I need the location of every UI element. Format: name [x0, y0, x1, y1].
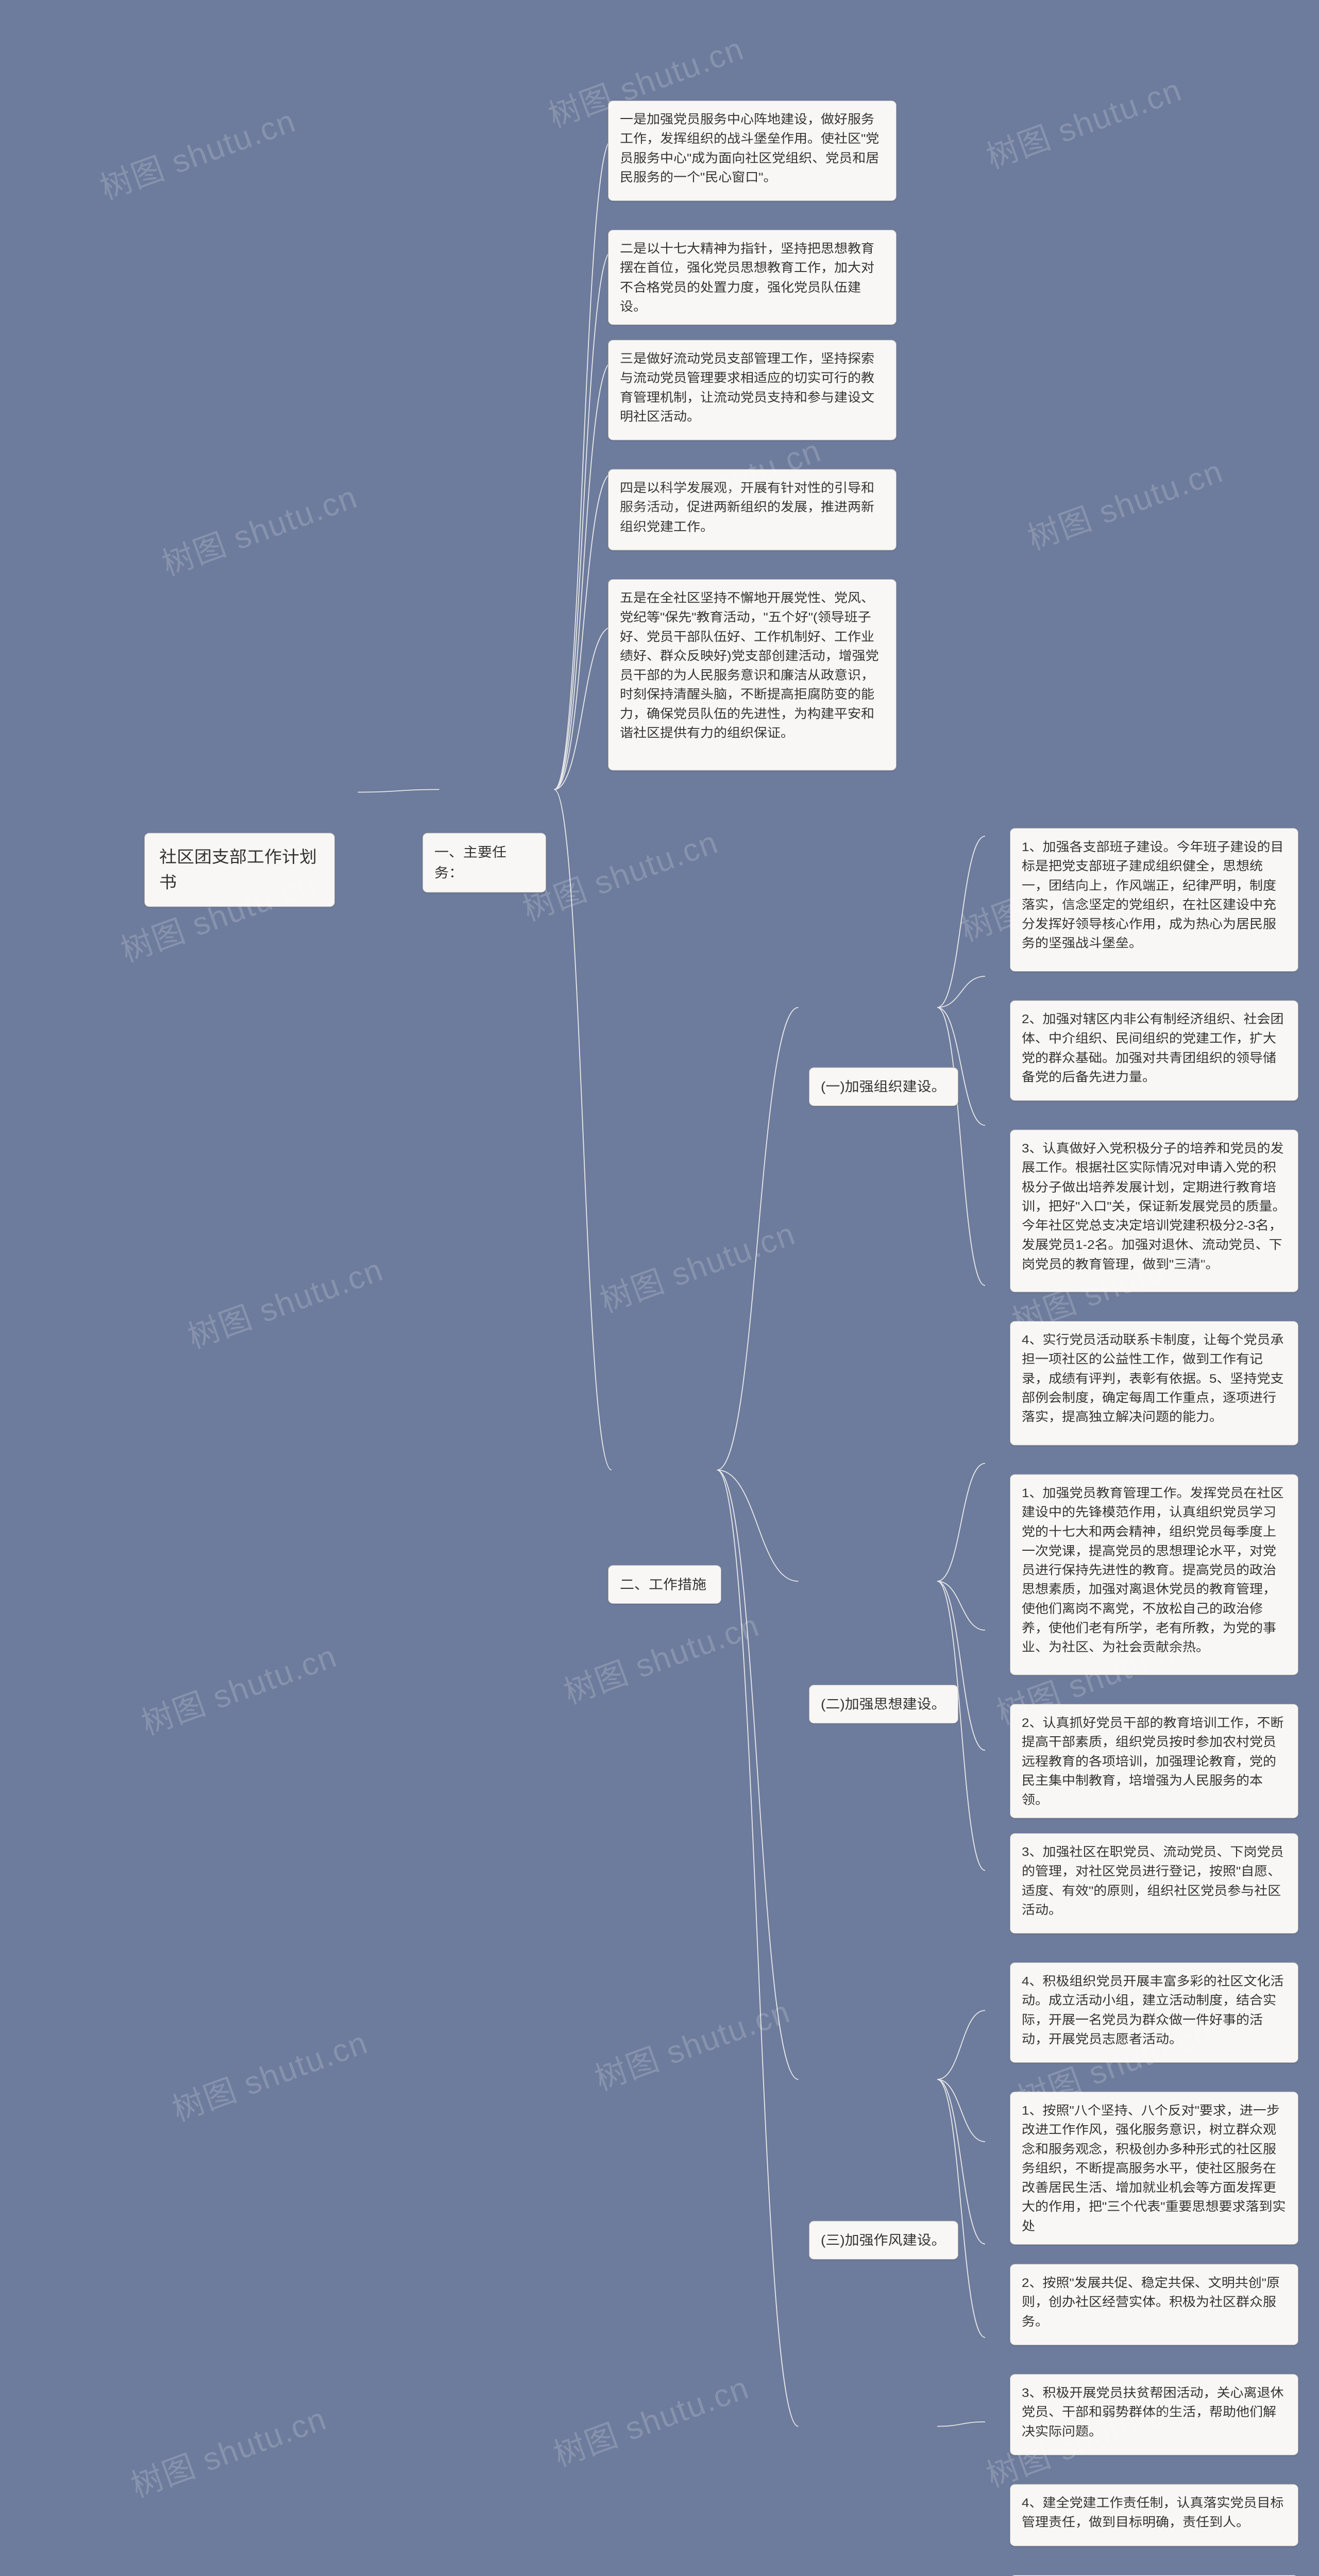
- node-main-tasks: 一、主要任务：: [422, 833, 546, 892]
- node-work-measures: 二、工作措施: [608, 1565, 721, 1604]
- leaf-org-2: 2、加强对辖区内非公有制经济组织、社会团体、中介组织、民间组织的党建工作，扩大党…: [1010, 1001, 1298, 1101]
- node-thought-building: (二)加强思想建设。: [809, 1685, 958, 1724]
- leaf-task-4: 四是以科学发展观，开展有针对性的引导和服务活动，促进两新组织的发展，推进两新组织…: [608, 469, 897, 550]
- leaf-task-1: 一是加强党员服务中心阵地建设，做好服务工作，发挥组织的战斗堡垒作用。使社区"党员…: [608, 100, 897, 201]
- leaf-workstyle-3: 3、积极开展党员扶贫帮困活动，关心离退休党员、干部和弱势群体的生活，帮助他们解决…: [1010, 2374, 1298, 2455]
- leaf-thought-1: 1、加强党员教育管理工作。发挥党员在社区建设中的先锋模范作用，认真组织党员学习党…: [1010, 1474, 1298, 1675]
- mindmap-root-node: 社区团支部工作计划书: [144, 833, 335, 907]
- leaf-task-3: 三是做好流动党员支部管理工作，坚持探索与流动党员管理要求相适应的切实可行的教育管…: [608, 340, 897, 440]
- leaf-task-5: 五是在全社区坚持不懈地开展党性、党风、党纪等"保先"教育活动，"五个好"(领导班…: [608, 579, 897, 771]
- leaf-org-4: 4、实行党员活动联系卡制度，让每个党员承担一项社区的公益性工作，做到工作有记录，…: [1010, 1321, 1298, 1446]
- leaf-thought-4: 4、积极组织党员开展丰富多彩的社区文化活动。成立活动小组，建立活动制度，结合实际…: [1010, 1962, 1298, 2063]
- leaf-workstyle-2: 2、按照"发展共促、稳定共保、文明共创"原则，创办社区经营实体。积极为社区群众服…: [1010, 2264, 1298, 2345]
- node-workstyle-building: (三)加强作风建设。: [809, 2221, 958, 2260]
- leaf-org-3: 3、认真做好入党积极分子的培养和党员的发展工作。根据社区实际情况对申请入党的积极…: [1010, 1129, 1298, 1292]
- leaf-org-1: 1、加强各支部班子建设。今年班子建设的目标是把党支部班子建成组织健全，思想统一，…: [1010, 828, 1298, 972]
- leaf-thought-3: 3、加强社区在职党员、流动党员、下岗党员的管理，对社区党员进行登记，按照"自愿、…: [1010, 1833, 1298, 1934]
- leaf-thought-2: 2、认真抓好党员干部的教育培训工作，不断提高干部素质，组织党员按时参加农村党员远…: [1010, 1704, 1298, 1818]
- leaf-task-2: 二是以十七大精神为指针，坚持把思想教育摆在首位，强化党员思想教育工作，加大对不合…: [608, 230, 897, 325]
- leaf-workstyle-4: 4、建全党建工作责任制，认真落实党员目标管理责任，做到目标明确，责任到人。: [1010, 2484, 1298, 2547]
- leaf-workstyle-1: 1、按照"八个坚持、八个反对"要求，进一步改进工作作风，强化服务意识，树立群众观…: [1010, 2092, 1298, 2245]
- node-org-building: (一)加强组织建设。: [809, 1067, 958, 1107]
